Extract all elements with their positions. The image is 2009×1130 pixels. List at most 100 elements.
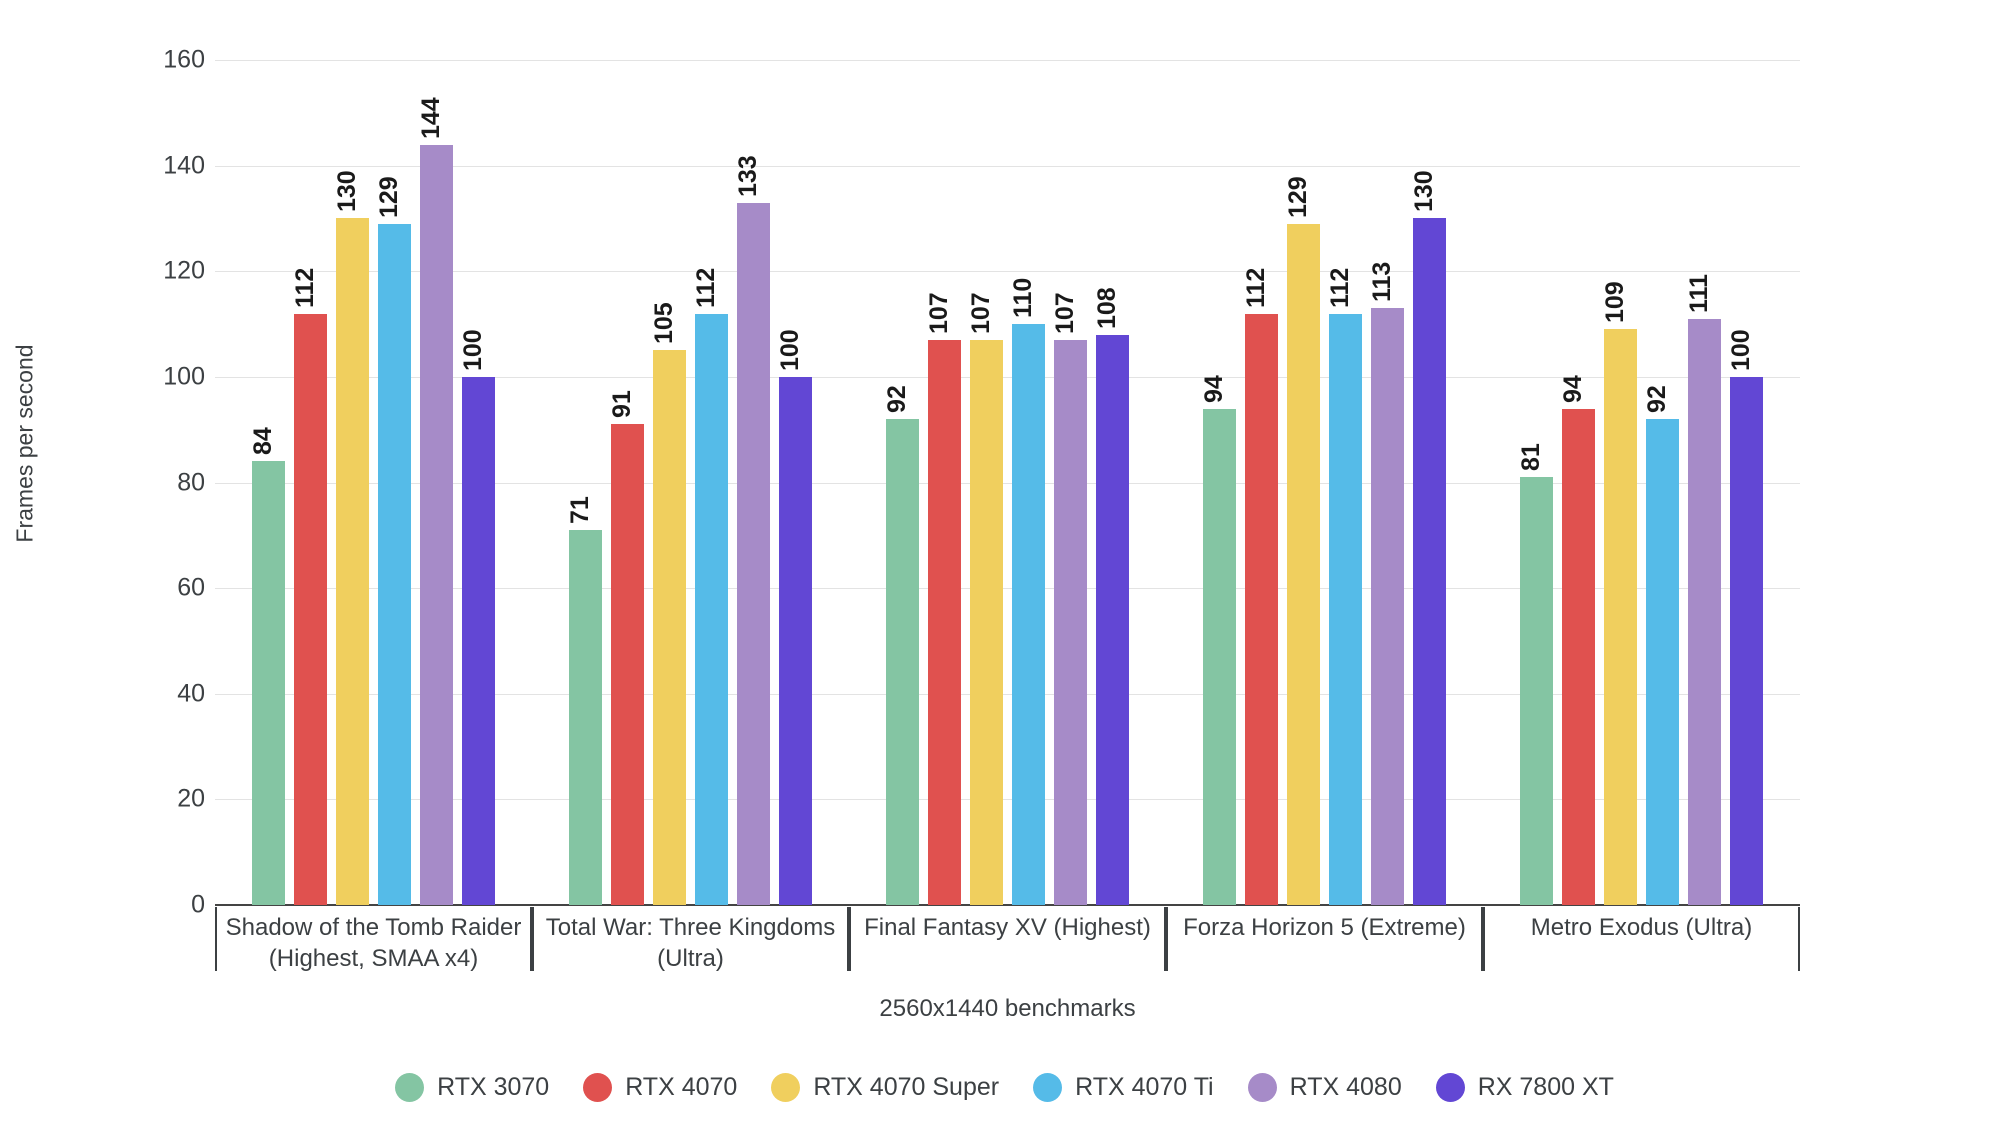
x-axis-category-label: Shadow of the Tomb Raider (Highest, SMAA … <box>226 913 522 974</box>
bar[interactable] <box>1520 477 1553 905</box>
bar-wrapper: 94 <box>1558 60 1595 905</box>
bar[interactable] <box>252 461 285 905</box>
legend-label: RTX 4070 <box>625 1073 738 1101</box>
bar[interactable] <box>1245 313 1278 905</box>
category-separator-tick <box>847 907 849 971</box>
bar[interactable] <box>1287 223 1320 905</box>
x-axis-category-label-line: (Ultra) <box>657 944 724 972</box>
x-axis-category-label-line: Forza Horizon 5 (Extreme) <box>1183 914 1466 941</box>
bar[interactable] <box>970 339 1003 905</box>
bar[interactable] <box>1413 218 1446 905</box>
legend-item-rtx-4080[interactable]: RTX 4080 <box>1247 1073 1402 1102</box>
bar[interactable] <box>1604 329 1637 905</box>
legend-label: RTX 4080 <box>1289 1073 1402 1101</box>
y-tick-label: 160 <box>163 45 205 74</box>
legend-item-rtx-4070-super[interactable]: RTX 4070 Super <box>771 1073 999 1102</box>
bar[interactable] <box>779 376 812 905</box>
legend-label: RTX 4070 Super <box>813 1073 1000 1101</box>
y-tick-label: 120 <box>163 256 205 285</box>
bar[interactable] <box>1371 308 1404 905</box>
bar-wrapper: 144 <box>416 60 453 905</box>
bar-value-label: 144 <box>416 96 445 139</box>
legend-item-rtx-4070-ti[interactable]: RTX 4070 Ti <box>1033 1073 1214 1102</box>
category-separator-tick <box>849 907 851 971</box>
bar-value-label: 107 <box>924 292 953 334</box>
bar[interactable] <box>1562 408 1595 905</box>
bar-wrapper: 107 <box>924 60 961 905</box>
y-tick-label: 0 <box>191 890 205 919</box>
category-separator-tick <box>215 907 217 971</box>
bar[interactable] <box>336 218 369 905</box>
bar-wrapper: 107 <box>1051 60 1087 905</box>
x-axis-category-bands: Shadow of the Tomb Raider (Highest, SMAA … <box>215 907 1800 977</box>
y-tick-label: 140 <box>163 151 205 180</box>
bar[interactable] <box>1688 318 1721 905</box>
y-tick-label: 40 <box>177 679 205 708</box>
bar[interactable] <box>1329 313 1362 905</box>
bar[interactable] <box>1054 339 1087 905</box>
bar-wrapper: 130 <box>333 60 369 905</box>
category-separator-tick <box>532 907 534 971</box>
bar[interactable] <box>1646 419 1679 905</box>
legend-swatch-icon <box>1033 1073 1063 1102</box>
legend-item-rtx-4070[interactable]: RTX 4070 <box>583 1073 737 1102</box>
bar-wrapper: 105 <box>649 60 686 905</box>
bar-value-label: 100 <box>1726 329 1755 371</box>
bar[interactable] <box>1203 408 1236 905</box>
x-axis-category-label-line: (Highest, SMAA x4) <box>268 944 479 972</box>
legend-item-rtx-3070[interactable]: RTX 3070 <box>395 1073 549 1102</box>
bar-value-label: 92 <box>1642 385 1671 414</box>
bar-group: 84 112 130 129 144 100 <box>215 60 532 905</box>
bar-wrapper: 129 <box>1284 60 1320 905</box>
bar[interactable] <box>928 339 961 905</box>
x-axis-title: 2560x1440 benchmarks <box>879 995 1136 1022</box>
bar[interactable] <box>462 376 495 905</box>
bar-wrapper: 130 <box>1409 60 1446 905</box>
bar[interactable] <box>695 313 728 905</box>
legend-item-rx-7800-xt[interactable]: RX 7800 XT <box>1435 1073 1614 1102</box>
bar[interactable] <box>886 419 919 905</box>
bar-wrapper: 71 <box>566 60 602 905</box>
bar[interactable] <box>1096 334 1129 905</box>
bar[interactable] <box>1730 376 1763 905</box>
bar-value-label: 81 <box>1516 443 1545 472</box>
x-axis-category-label-line: Final Fantasy XV (Highest) <box>864 914 1151 941</box>
gridline <box>215 271 1800 273</box>
x-axis-category-label: Forza Horizon 5 (Extreme) <box>1183 913 1466 944</box>
bar-value-label: 100 <box>458 329 487 371</box>
x-axis-category-label: Final Fantasy XV (Highest) <box>864 913 1151 944</box>
bar-value-label: 110 <box>1008 277 1037 319</box>
legend-label: RX 7800 XT <box>1477 1073 1614 1101</box>
bar-wrapper: 100 <box>776 60 812 905</box>
gridline <box>215 693 1800 695</box>
y-tick-label: 60 <box>177 573 205 602</box>
x-axis-category-label-line: Shadow of the Tomb Raider <box>225 914 522 941</box>
x-axis-category: Metro Exodus (Ultra) <box>1483 907 1800 977</box>
gridline <box>215 588 1800 590</box>
bar[interactable] <box>420 144 453 905</box>
bar[interactable] <box>569 530 602 905</box>
gridline <box>215 482 1800 484</box>
bar-wrapper: 133 <box>734 60 770 905</box>
y-axis-title: Frames per second <box>11 344 38 543</box>
bar[interactable] <box>611 424 644 905</box>
bar[interactable] <box>1012 324 1045 905</box>
bar-value-label: 105 <box>649 302 678 345</box>
bar-wrapper: 100 <box>1726 60 1763 905</box>
bar-value-label: 107 <box>966 292 995 334</box>
bar[interactable] <box>737 202 770 905</box>
bar[interactable] <box>294 313 327 905</box>
category-separator-tick <box>1798 907 1800 971</box>
bar[interactable] <box>653 350 686 905</box>
bar-value-label: 92 <box>882 385 911 414</box>
category-separator-tick <box>1164 907 1166 971</box>
bar-value-label: 130 <box>1409 170 1438 213</box>
bar[interactable] <box>378 223 411 905</box>
legend-swatch-icon <box>1435 1073 1465 1102</box>
bar-value-label: 91 <box>607 390 636 419</box>
bar-wrapper: 108 <box>1093 60 1129 905</box>
bar-value-label: 94 <box>1558 374 1587 403</box>
bar-group-bars: 71 91 105 112 133 100 <box>532 60 849 905</box>
gridline <box>215 60 1800 61</box>
x-axis-category-label-line: Total War: Three Kingdoms <box>545 914 836 941</box>
